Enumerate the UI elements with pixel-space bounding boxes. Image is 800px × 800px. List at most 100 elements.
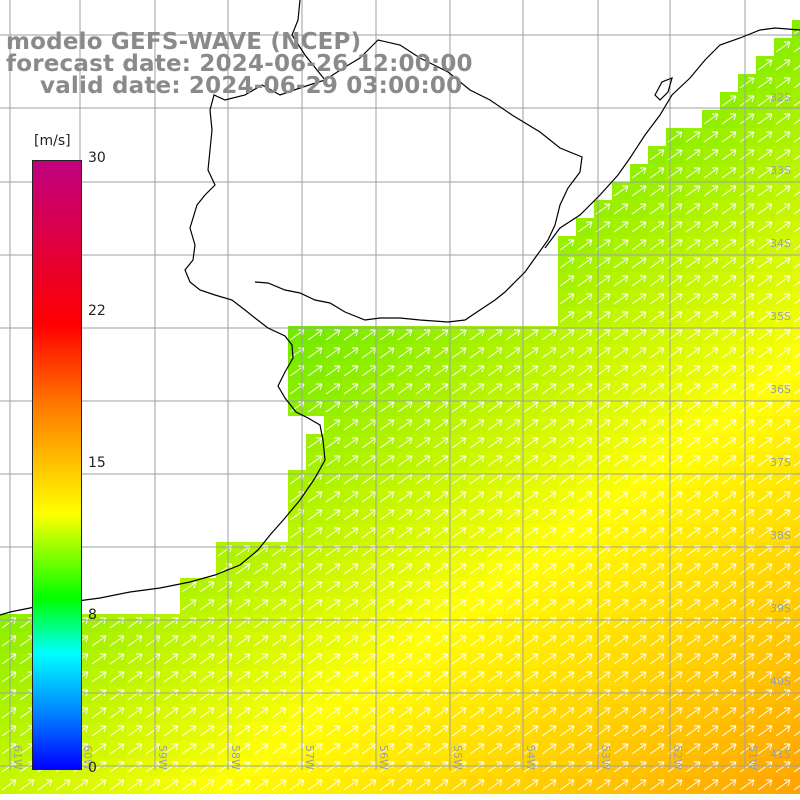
white-arrow-icon	[793, 263, 800, 269]
white-arrow-icon	[577, 743, 593, 755]
white-arrow-icon	[685, 329, 701, 341]
white-arrow-icon	[721, 581, 737, 593]
white-arrow-icon	[451, 653, 467, 665]
white-arrow-icon	[559, 329, 575, 341]
wind-cell	[792, 146, 800, 164]
white-arrow-icon	[1, 671, 17, 683]
white-arrow-icon	[739, 743, 755, 755]
white-arrow-icon	[469, 437, 485, 449]
white-arrow-icon	[703, 599, 719, 611]
white-arrow-icon	[577, 311, 593, 323]
white-arrow-icon	[487, 419, 503, 431]
white-arrow-icon	[649, 743, 665, 755]
white-arrow-icon	[127, 761, 143, 773]
uruguay-border	[291, 0, 326, 81]
white-arrow-icon	[91, 761, 107, 773]
white-arrow-icon	[577, 383, 593, 395]
white-arrow-icon	[325, 401, 341, 413]
white-arrow-icon	[685, 185, 701, 197]
white-arrow-icon	[793, 191, 800, 197]
white-arrow-icon	[307, 599, 323, 611]
white-arrow-icon	[505, 743, 521, 755]
white-arrow-icon	[415, 527, 431, 539]
white-arrow-icon	[775, 383, 791, 395]
white-arrow-icon	[739, 113, 755, 125]
white-arrow-icon	[595, 779, 611, 791]
white-arrow-icon	[757, 743, 773, 755]
white-arrow-icon	[775, 761, 791, 773]
white-arrow-icon	[721, 131, 737, 143]
white-arrow-icon	[793, 785, 800, 791]
white-arrow-icon	[703, 347, 719, 359]
white-arrow-icon	[631, 563, 647, 575]
white-arrow-icon	[397, 455, 413, 467]
white-arrow-icon	[721, 185, 737, 197]
white-arrow-icon	[325, 725, 341, 737]
white-arrow-icon	[433, 347, 449, 359]
white-arrow-icon	[649, 311, 665, 323]
white-arrow-icon	[253, 725, 269, 737]
white-arrow-icon	[793, 209, 800, 215]
white-arrow-icon	[739, 707, 755, 719]
white-arrow-icon	[757, 329, 773, 341]
white-arrow-icon	[793, 443, 800, 449]
white-arrow-icon	[199, 671, 215, 683]
white-arrow-icon	[703, 275, 719, 287]
white-arrow-icon	[685, 509, 701, 521]
white-arrow-icon	[199, 599, 215, 611]
white-arrow-icon	[649, 401, 665, 413]
white-arrow-icon	[775, 635, 791, 647]
white-arrow-icon	[685, 653, 701, 665]
white-arrow-icon	[739, 293, 755, 305]
white-arrow-icon	[559, 563, 575, 575]
white-arrow-icon	[505, 527, 521, 539]
white-arrow-icon	[343, 347, 359, 359]
white-arrow-icon	[757, 77, 773, 89]
white-arrow-icon	[721, 743, 737, 755]
white-arrow-icon	[739, 131, 755, 143]
white-arrow-icon	[559, 509, 575, 521]
lat-label: 36S	[770, 383, 791, 396]
white-arrow-icon	[181, 761, 197, 773]
white-arrow-icon	[343, 779, 359, 791]
white-arrow-icon	[685, 419, 701, 431]
wind-cell	[792, 686, 800, 704]
white-arrow-icon	[613, 401, 629, 413]
white-arrow-icon	[469, 509, 485, 521]
white-arrow-icon	[739, 509, 755, 521]
white-arrow-icon	[505, 635, 521, 647]
white-arrow-icon	[577, 779, 593, 791]
wind-arrow-field	[1, 29, 800, 791]
white-arrow-icon	[739, 401, 755, 413]
white-arrow-icon	[451, 635, 467, 647]
wind-cell	[792, 110, 800, 128]
white-arrow-icon	[649, 185, 665, 197]
white-arrow-icon	[217, 779, 233, 791]
white-arrow-icon	[433, 419, 449, 431]
lon-label: 57W	[303, 745, 316, 770]
white-arrow-icon	[397, 671, 413, 683]
white-arrow-icon	[613, 239, 629, 251]
white-arrow-icon	[505, 563, 521, 575]
white-arrow-icon	[397, 347, 413, 359]
white-arrow-icon	[775, 491, 791, 503]
white-arrow-icon	[235, 563, 251, 575]
white-arrow-icon	[775, 221, 791, 233]
white-arrow-icon	[523, 437, 539, 449]
white-arrow-icon	[217, 725, 233, 737]
white-arrow-icon	[307, 779, 323, 791]
white-arrow-icon	[433, 743, 449, 755]
white-arrow-icon	[325, 761, 341, 773]
white-arrow-icon	[631, 383, 647, 395]
wind-cell	[792, 776, 800, 794]
white-arrow-icon	[631, 527, 647, 539]
white-arrow-icon	[631, 203, 647, 215]
white-arrow-icon	[343, 527, 359, 539]
white-arrow-icon	[433, 329, 449, 341]
white-arrow-icon	[469, 419, 485, 431]
white-arrow-icon	[163, 635, 179, 647]
wind-cell	[792, 542, 800, 560]
wind-cell	[792, 434, 800, 452]
wind-cell	[792, 200, 800, 218]
white-arrow-icon	[307, 401, 323, 413]
